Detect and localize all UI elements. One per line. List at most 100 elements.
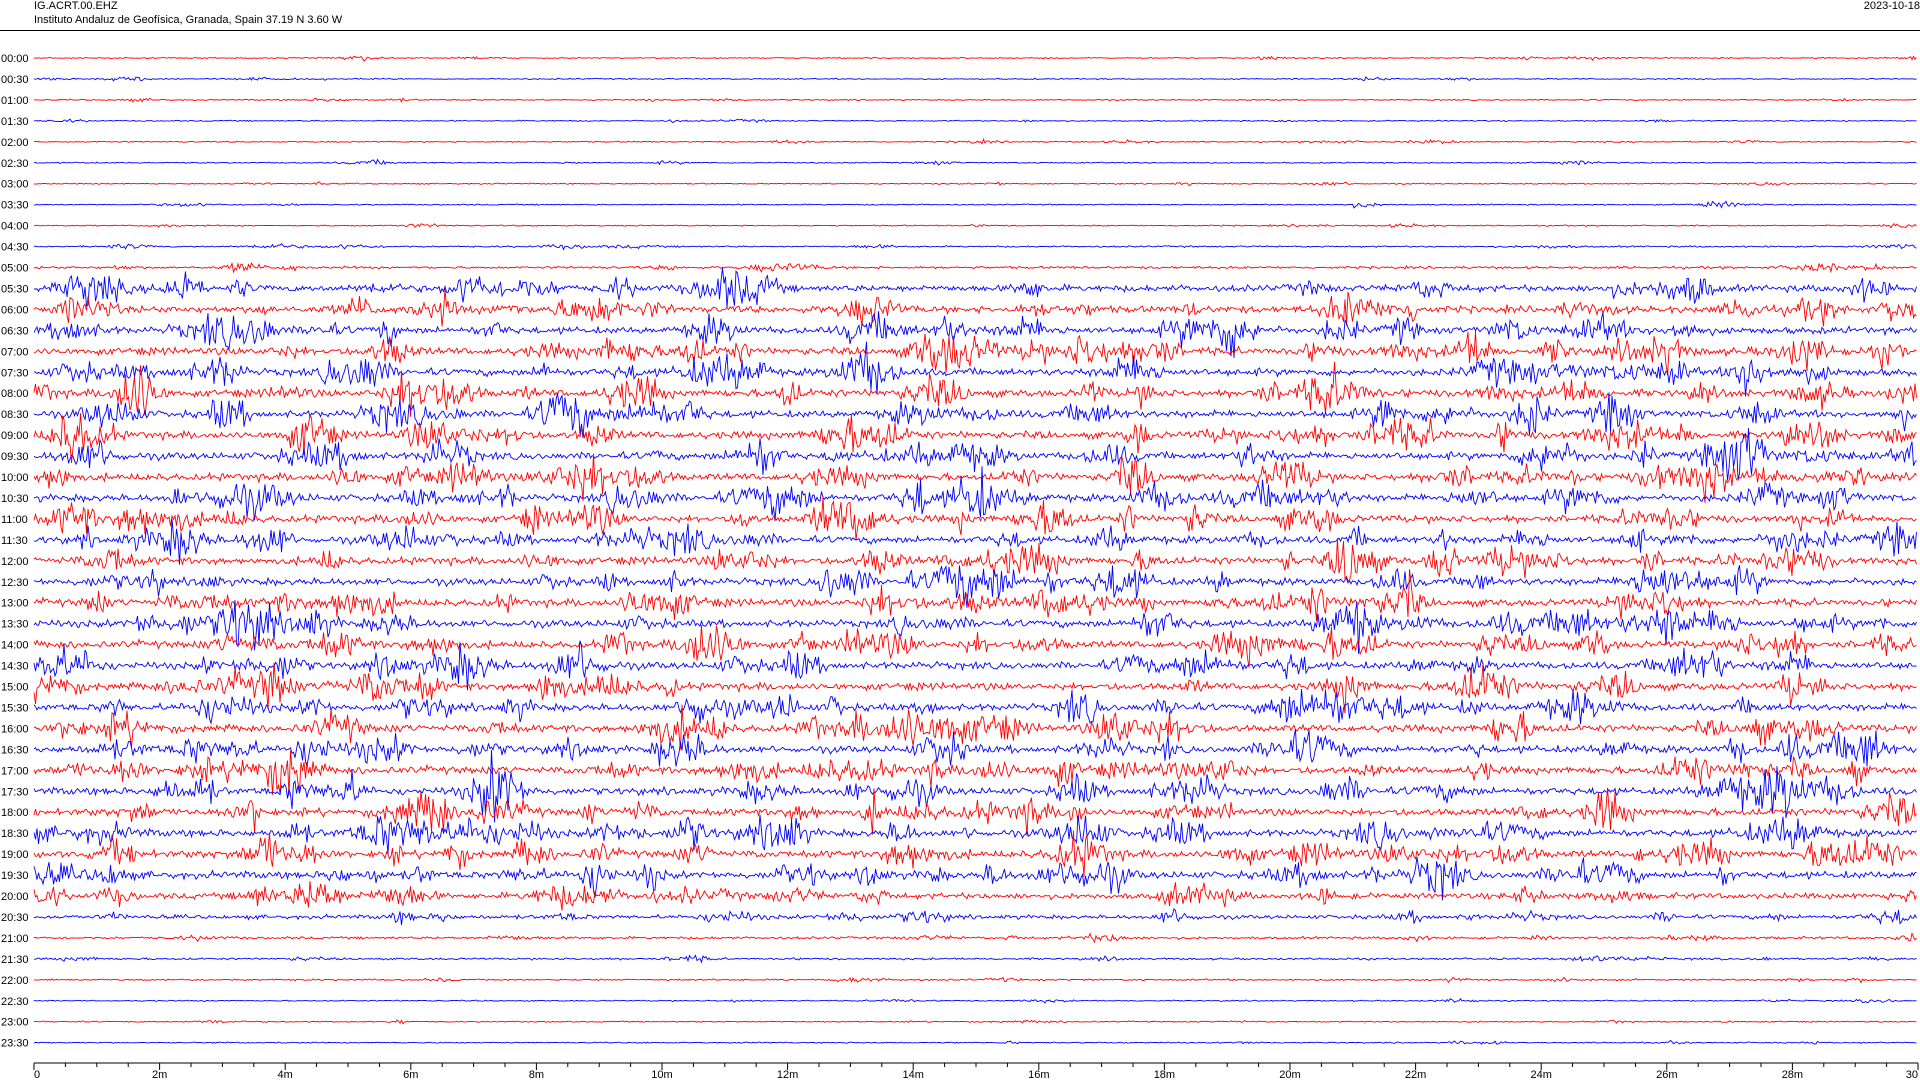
row-label-1830: 18:30 <box>1 828 29 840</box>
station-code: IG.ACRT.00.EHZ <box>34 0 118 12</box>
x-tick-label: 30 <box>1906 1069 1918 1080</box>
trace-0730 <box>33 341 1917 397</box>
x-tick-label: 22m <box>1405 1069 1426 1080</box>
row-label-0330: 03:30 <box>1 200 29 212</box>
trace-1030 <box>33 466 1917 522</box>
row-label-0700: 07:00 <box>1 346 29 358</box>
trace-2100 <box>33 932 1917 944</box>
trace-2300 <box>33 1019 1917 1025</box>
trace-1400 <box>33 624 1917 668</box>
x-tick-label: 10m <box>651 1069 672 1080</box>
trace-1930 <box>33 856 1917 901</box>
row-label-0830: 08:30 <box>1 409 29 421</box>
row-label-0530: 05:30 <box>1 283 29 295</box>
x-tick-label: 8m <box>529 1069 544 1080</box>
trace-0030 <box>33 76 1917 82</box>
trace-0300 <box>33 181 1917 187</box>
x-tick-label: 26m <box>1656 1069 1677 1080</box>
row-label-0500: 05:00 <box>1 263 29 275</box>
trace-1530 <box>33 689 1917 725</box>
row-label-1100: 11:00 <box>1 514 28 526</box>
trace-1730 <box>33 750 1917 823</box>
trace-2230 <box>33 997 1917 1004</box>
trace-0000 <box>33 55 1917 62</box>
row-label-2030: 20:30 <box>1 912 29 924</box>
row-label-2130: 21:30 <box>1 954 29 966</box>
row-label-1400: 14:00 <box>1 640 29 652</box>
trace-0130 <box>34 118 1917 124</box>
trace-0830 <box>33 392 1917 439</box>
trace-1100 <box>33 495 1917 541</box>
row-label-0930: 09:30 <box>1 451 29 463</box>
row-label-1300: 13:00 <box>1 598 29 610</box>
trace-1200 <box>33 537 1917 582</box>
row-label-2200: 22:00 <box>1 975 29 987</box>
x-tick-label: 2m <box>152 1069 167 1080</box>
row-label-1430: 14:30 <box>1 661 29 673</box>
row-label-0230: 02:30 <box>1 158 29 170</box>
trace-2200 <box>33 976 1917 984</box>
trace-0600 <box>33 288 1917 327</box>
row-label-1500: 15:00 <box>1 682 29 694</box>
trace-2130 <box>33 954 1917 964</box>
plot-date: 2023-10-18 <box>1863 0 1920 12</box>
trace-1500 <box>33 662 1917 714</box>
row-label-2230: 22:30 <box>1 996 29 1008</box>
trace-0630 <box>33 311 1917 359</box>
row-label-2330: 23:30 <box>1 1038 29 1050</box>
trace-1630 <box>33 729 1917 767</box>
row-label-0400: 04:00 <box>1 221 29 233</box>
x-tick-label: 18m <box>1154 1069 1175 1080</box>
trace-0900 <box>33 413 1917 464</box>
trace-0400 <box>33 222 1917 229</box>
row-label-1630: 16:30 <box>1 744 29 756</box>
row-label-1930: 19:30 <box>1 870 29 882</box>
row-label-1200: 12:00 <box>1 556 29 568</box>
x-tick-label: 0 <box>34 1069 40 1080</box>
row-label-0200: 02:00 <box>1 137 29 149</box>
x-tick-label: 12m <box>777 1069 798 1080</box>
trace-1230 <box>33 565 1917 608</box>
row-label-1730: 17:30 <box>1 786 29 798</box>
row-label-2100: 21:00 <box>1 933 29 945</box>
trace-1330 <box>33 600 1917 654</box>
x-tick-label: 14m <box>902 1069 923 1080</box>
row-label-0730: 07:30 <box>1 367 29 379</box>
trace-1130 <box>33 518 1917 565</box>
row-label-1230: 12:30 <box>1 577 29 589</box>
trace-2000 <box>33 881 1917 911</box>
trace-0200 <box>33 137 1917 145</box>
row-label-0600: 06:00 <box>1 304 29 316</box>
row-label-1330: 13:30 <box>1 619 29 631</box>
x-tick-label: 6m <box>403 1069 418 1080</box>
trace-0800 <box>33 361 1917 417</box>
row-label-0800: 08:00 <box>1 388 29 400</box>
row-label-1130: 11:30 <box>1 535 28 547</box>
row-label-0030: 00:30 <box>1 74 29 86</box>
trace-1800 <box>33 787 1917 836</box>
row-label-1700: 17:00 <box>1 765 29 777</box>
row-label-2300: 23:00 <box>1 1017 29 1029</box>
trace-1600 <box>33 704 1917 750</box>
plot-header: IG.ACRT.00.EHZ Instituto Andaluz de Geof… <box>0 0 1920 31</box>
x-tick-label: 16m <box>1028 1069 1049 1080</box>
trace-0330 <box>33 200 1917 209</box>
trace-0530 <box>34 267 1917 308</box>
row-label-2000: 20:00 <box>1 891 29 903</box>
row-label-1530: 15:30 <box>1 702 29 714</box>
trace-2030 <box>34 907 1917 926</box>
trace-0500 <box>33 261 1917 274</box>
row-label-0000: 00:00 <box>1 53 29 65</box>
row-label-0130: 01:30 <box>1 116 29 128</box>
x-tick-label: 24m <box>1530 1069 1551 1080</box>
row-label-1600: 16:00 <box>1 723 29 735</box>
x-tick-label: 20m <box>1279 1069 1300 1080</box>
x-tick-label: 28m <box>1782 1069 1803 1080</box>
row-label-1000: 10:00 <box>1 472 29 484</box>
row-label-0430: 04:30 <box>1 242 29 254</box>
trace-0100 <box>33 97 1917 103</box>
row-label-0630: 06:30 <box>1 325 29 337</box>
trace-0430 <box>33 243 1917 251</box>
row-label-1900: 19:00 <box>1 849 29 861</box>
row-label-1030: 10:30 <box>1 493 29 505</box>
